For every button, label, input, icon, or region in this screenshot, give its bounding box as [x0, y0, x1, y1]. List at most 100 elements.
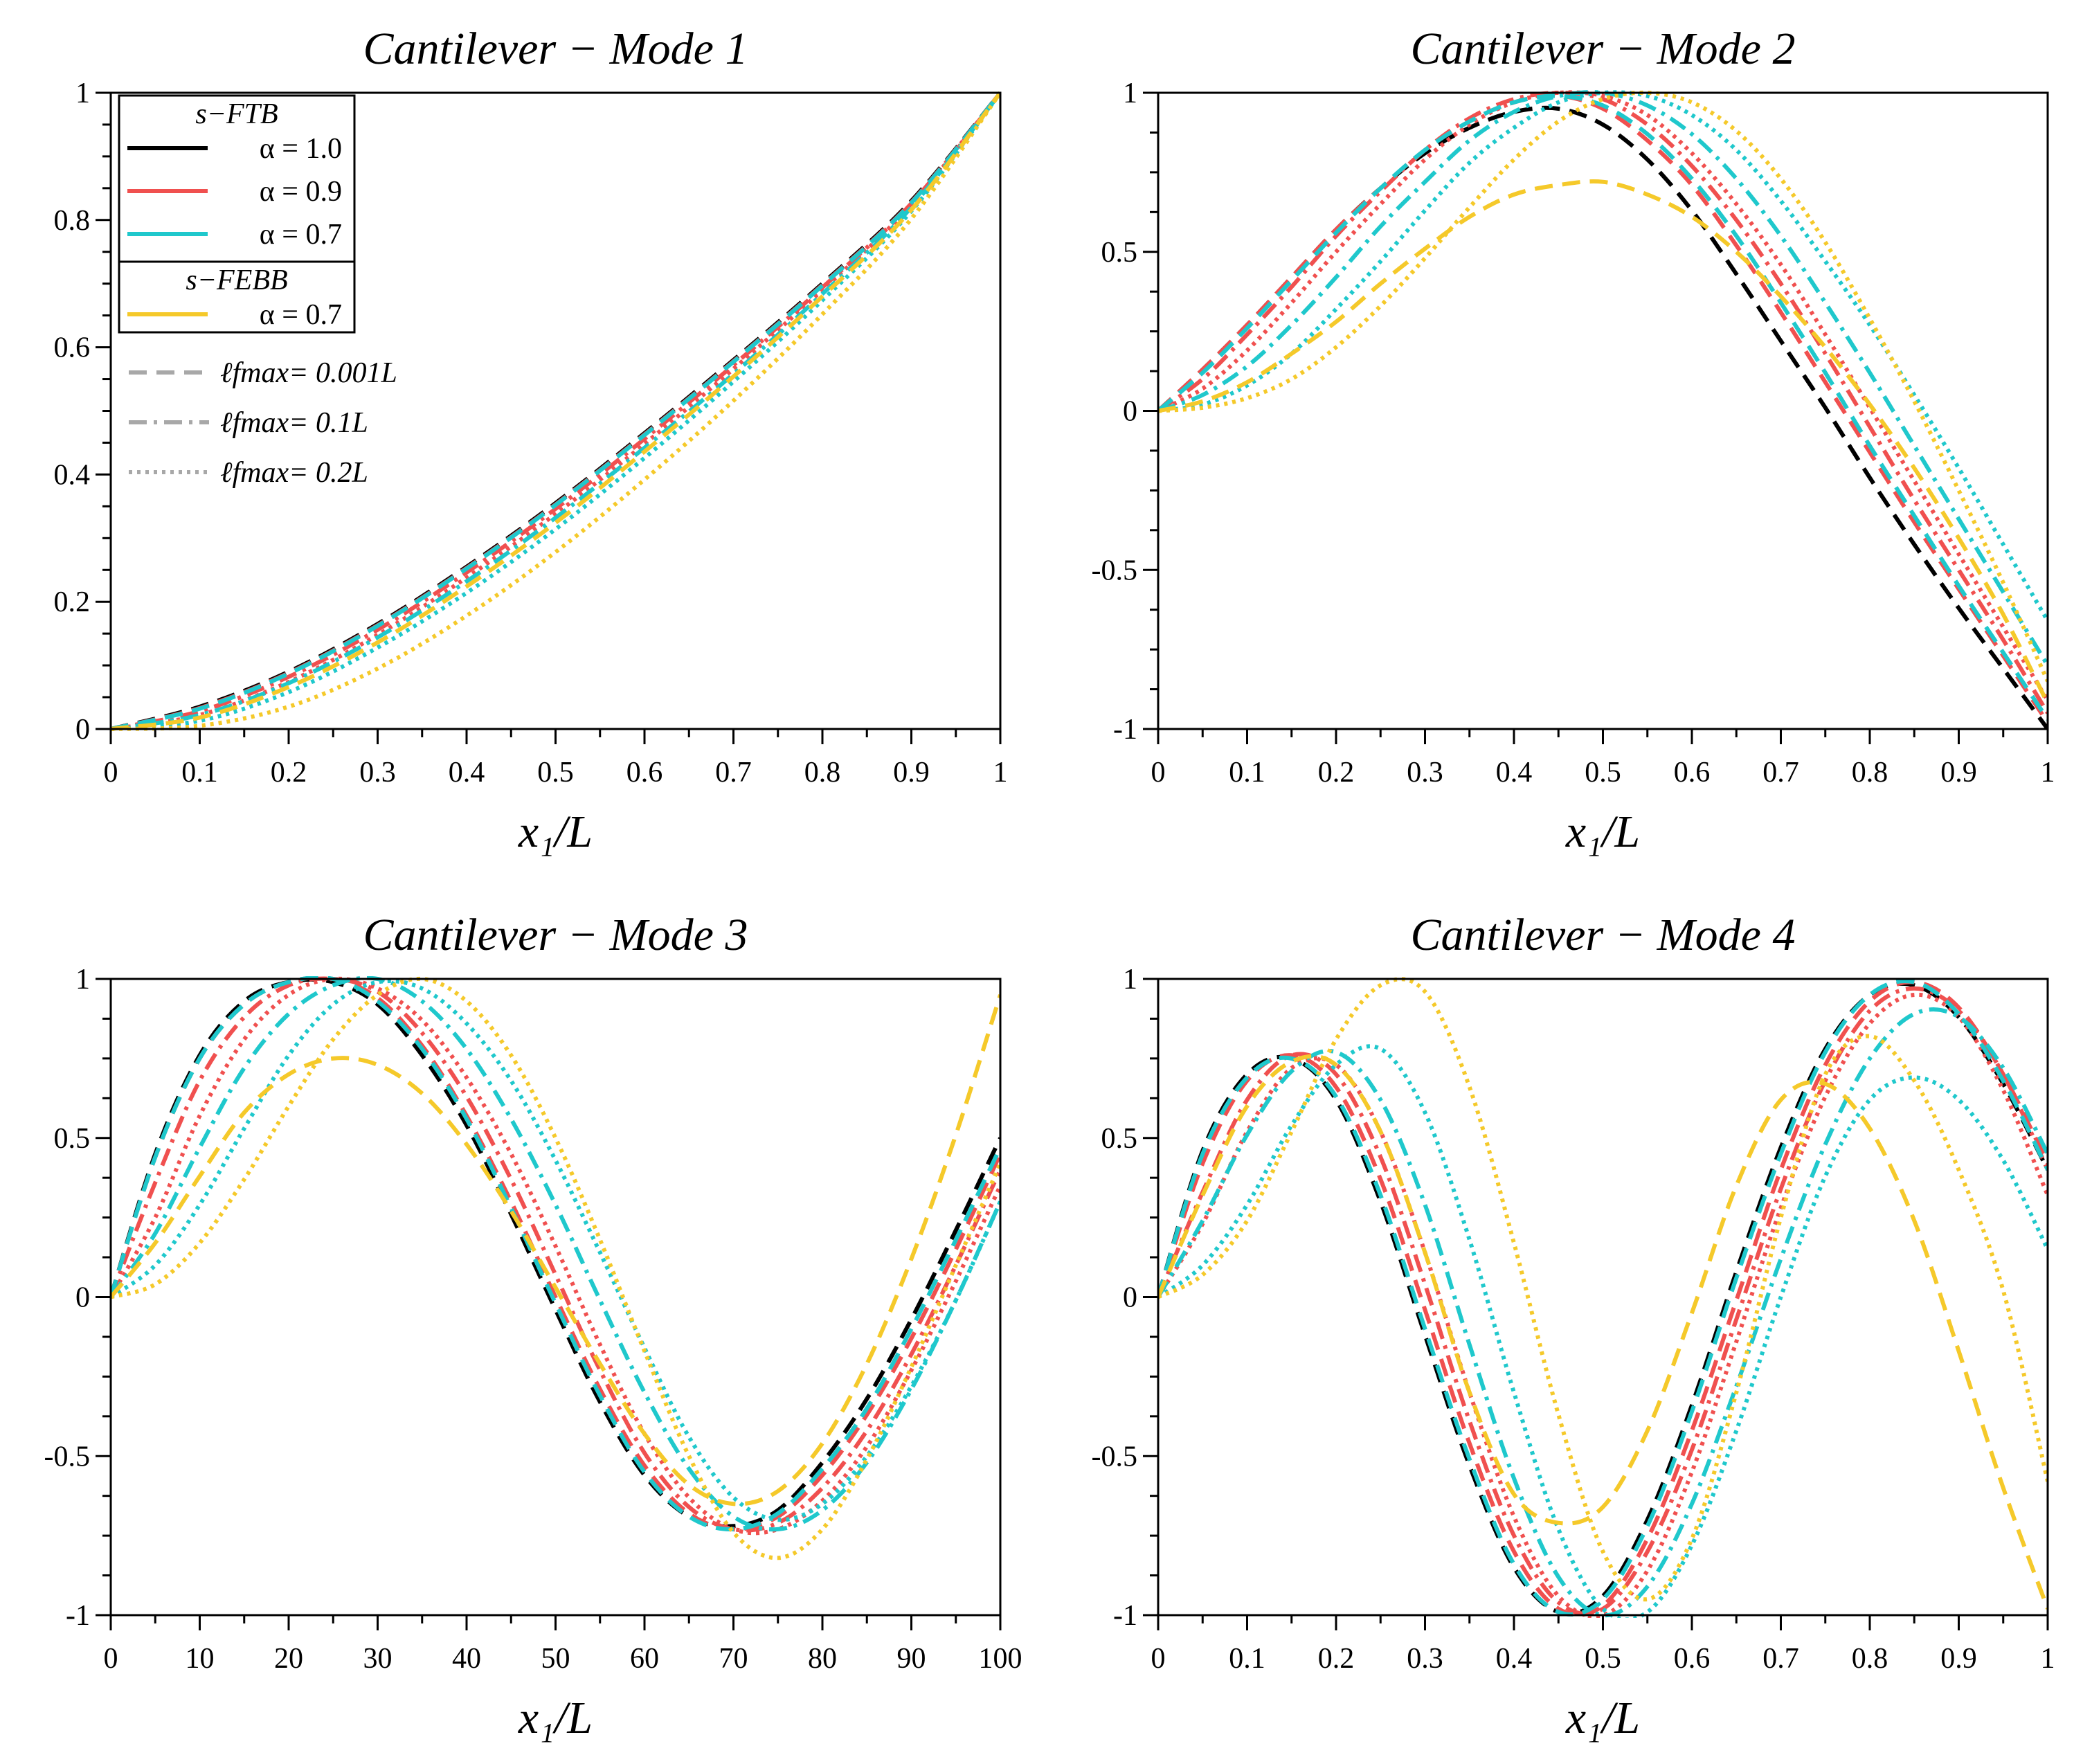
x-axis-label: x₁/L	[518, 807, 593, 857]
y-tick-label: 1	[75, 78, 90, 109]
series-line-3	[1158, 90, 2048, 714]
x-tick-label: 80	[808, 1643, 837, 1675]
legend-label: α = 0.9	[260, 176, 342, 208]
series-line-7	[111, 979, 1000, 1522]
x-tick-label: 1	[2041, 757, 2055, 789]
x-tick-label: 0.1	[1229, 757, 1265, 789]
chart-title: Cantilever − Mode 1	[363, 24, 748, 74]
x-tick-label: 0.9	[1940, 757, 1977, 789]
legend-group-title: s−FTB	[195, 98, 278, 130]
series-line-2	[1158, 980, 2048, 1617]
x-tick-label: 0	[104, 757, 118, 789]
x-tick-label: 0.4	[449, 757, 485, 789]
x-tick-label: 0	[104, 1643, 118, 1675]
series-group	[111, 976, 1000, 1560]
plot-frame	[1157, 91, 2049, 730]
series-line-1	[1158, 981, 2048, 1616]
x-tick-label: 1	[993, 757, 1008, 789]
x-tick-label: 0.7	[715, 757, 752, 789]
x-tick-label: 0.1	[181, 757, 218, 789]
y-tick-label: 0.5	[54, 1123, 91, 1155]
series-line-3	[111, 91, 1000, 731]
series-line-4	[1158, 90, 2048, 702]
x-tick-label: 20	[274, 1643, 303, 1675]
x-tick-label: 30	[363, 1643, 393, 1675]
y-tick-label: 0	[1123, 1282, 1137, 1314]
x-tick-label: 0.6	[626, 757, 663, 789]
x-tick-label: 0.7	[1762, 1643, 1799, 1675]
series-group	[1158, 90, 2048, 730]
y-tick-label: 0.4	[54, 459, 91, 491]
series-line-9	[1158, 90, 2048, 683]
series-line-5	[111, 91, 1000, 731]
legend-box-2	[118, 260, 356, 334]
series-line-3	[111, 976, 1000, 1533]
x-tick-label: 0.9	[893, 757, 930, 789]
x-tick-label: 40	[452, 1643, 481, 1675]
x-tick-label: 0.7	[1762, 757, 1799, 789]
legend-style-label: ℓfmax= 0.1L	[220, 407, 368, 439]
x-tick-label: 10	[186, 1643, 215, 1675]
series-line-6	[1158, 90, 2048, 667]
legend-style-label: ℓfmax= 0.001L	[220, 357, 397, 389]
y-tick-label: 0.8	[54, 205, 91, 237]
legend-group-title: s−FEBB	[186, 264, 287, 296]
y-tick-label: 0.2	[54, 586, 91, 618]
y-tick-label: 0	[75, 714, 90, 746]
x-tick-label: 0.8	[1852, 1643, 1888, 1675]
x-tick-label: 0.2	[1318, 757, 1355, 789]
x-tick-label: 0.1	[1229, 1643, 1265, 1675]
y-tick-label: 1	[1123, 78, 1137, 109]
series-line-8	[1158, 1054, 2048, 1610]
y-tick-label: 0.5	[1101, 1123, 1138, 1155]
x-tick-label: 0.8	[1852, 757, 1888, 789]
x-tick-label: 100	[979, 1643, 1022, 1675]
chart-panel-3: Cantilever − Mode 3x₁/L0 10 20 30 40 50 60 70 80…	[44, 910, 1022, 1743]
x-tick-label: 1	[2041, 1643, 2055, 1675]
chart-panel-1: Cantilever − Mode 1 x₁/L 0 0.1 0.2 0.3 0.4 0.5 0…	[54, 24, 1008, 857]
series-group	[111, 91, 1000, 731]
x-tick-label: 60	[630, 1643, 659, 1675]
chart-panel-4: Cantilever − Mode 4 x₁/L 0 0.1 0.2 0.3 0.4 0.5 0…	[1092, 910, 2055, 1743]
x-tick-label: 90	[897, 1643, 926, 1675]
y-tick-label: -1	[66, 1600, 90, 1632]
y-tick-label: -0.5	[44, 1441, 91, 1473]
x-tick-label: 0.3	[1407, 757, 1443, 789]
series-line-8	[111, 994, 1000, 1506]
series-line-6	[1158, 1007, 2048, 1618]
chart-title: Cantilever − Mode 4	[1411, 910, 1796, 960]
x-tick-label: 0.4	[1496, 757, 1533, 789]
x-axis-label: x₁/L	[1565, 1693, 1640, 1743]
series-line-5	[1158, 93, 2048, 721]
x-tick-label: 50	[541, 1643, 570, 1675]
y-tick-label: -0.5	[1092, 1441, 1138, 1473]
x-tick-label: 70	[719, 1643, 748, 1675]
y-tick-label: 0.6	[54, 332, 91, 364]
x-tick-label: 0.5	[537, 757, 574, 789]
legend-label: α = 0.7	[260, 299, 342, 331]
y-tick-label: -0.5	[1092, 555, 1138, 586]
x-tick-label: 0.6	[1674, 757, 1711, 789]
series-line-2	[1158, 93, 2048, 724]
x-tick-label: 0.9	[1940, 1643, 1977, 1675]
legend-style-label: ℓfmax= 0.2L	[220, 457, 368, 489]
x-tick-label: 0.3	[1407, 1643, 1443, 1675]
y-tick-label: 1	[1123, 964, 1137, 996]
plot-frame	[1157, 978, 2049, 1617]
series-line-4	[111, 976, 1000, 1536]
chart-panel-2: Cantilever − Mode 2 x₁/L 0 0.1 0.2 0.3 0.4 0.5 0…	[1092, 24, 2055, 857]
x-tick-label: 0.3	[359, 757, 396, 789]
series-line-1	[111, 977, 1000, 1529]
y-tick-label: -1	[1113, 1600, 1137, 1632]
x-tick-label: 0.2	[1318, 1643, 1355, 1675]
series-line-5	[111, 976, 1000, 1531]
x-tick-label: 0.6	[1674, 1643, 1711, 1675]
y-tick-label: -1	[1113, 714, 1137, 746]
series-line-1	[1158, 105, 2048, 730]
legend-label: α = 1.0	[260, 133, 342, 165]
chart-title: Cantilever − Mode 3	[363, 910, 748, 960]
series-line-9	[1158, 977, 2048, 1602]
y-tick-label: 1	[75, 964, 90, 996]
y-tick-label: 0	[75, 1282, 90, 1314]
